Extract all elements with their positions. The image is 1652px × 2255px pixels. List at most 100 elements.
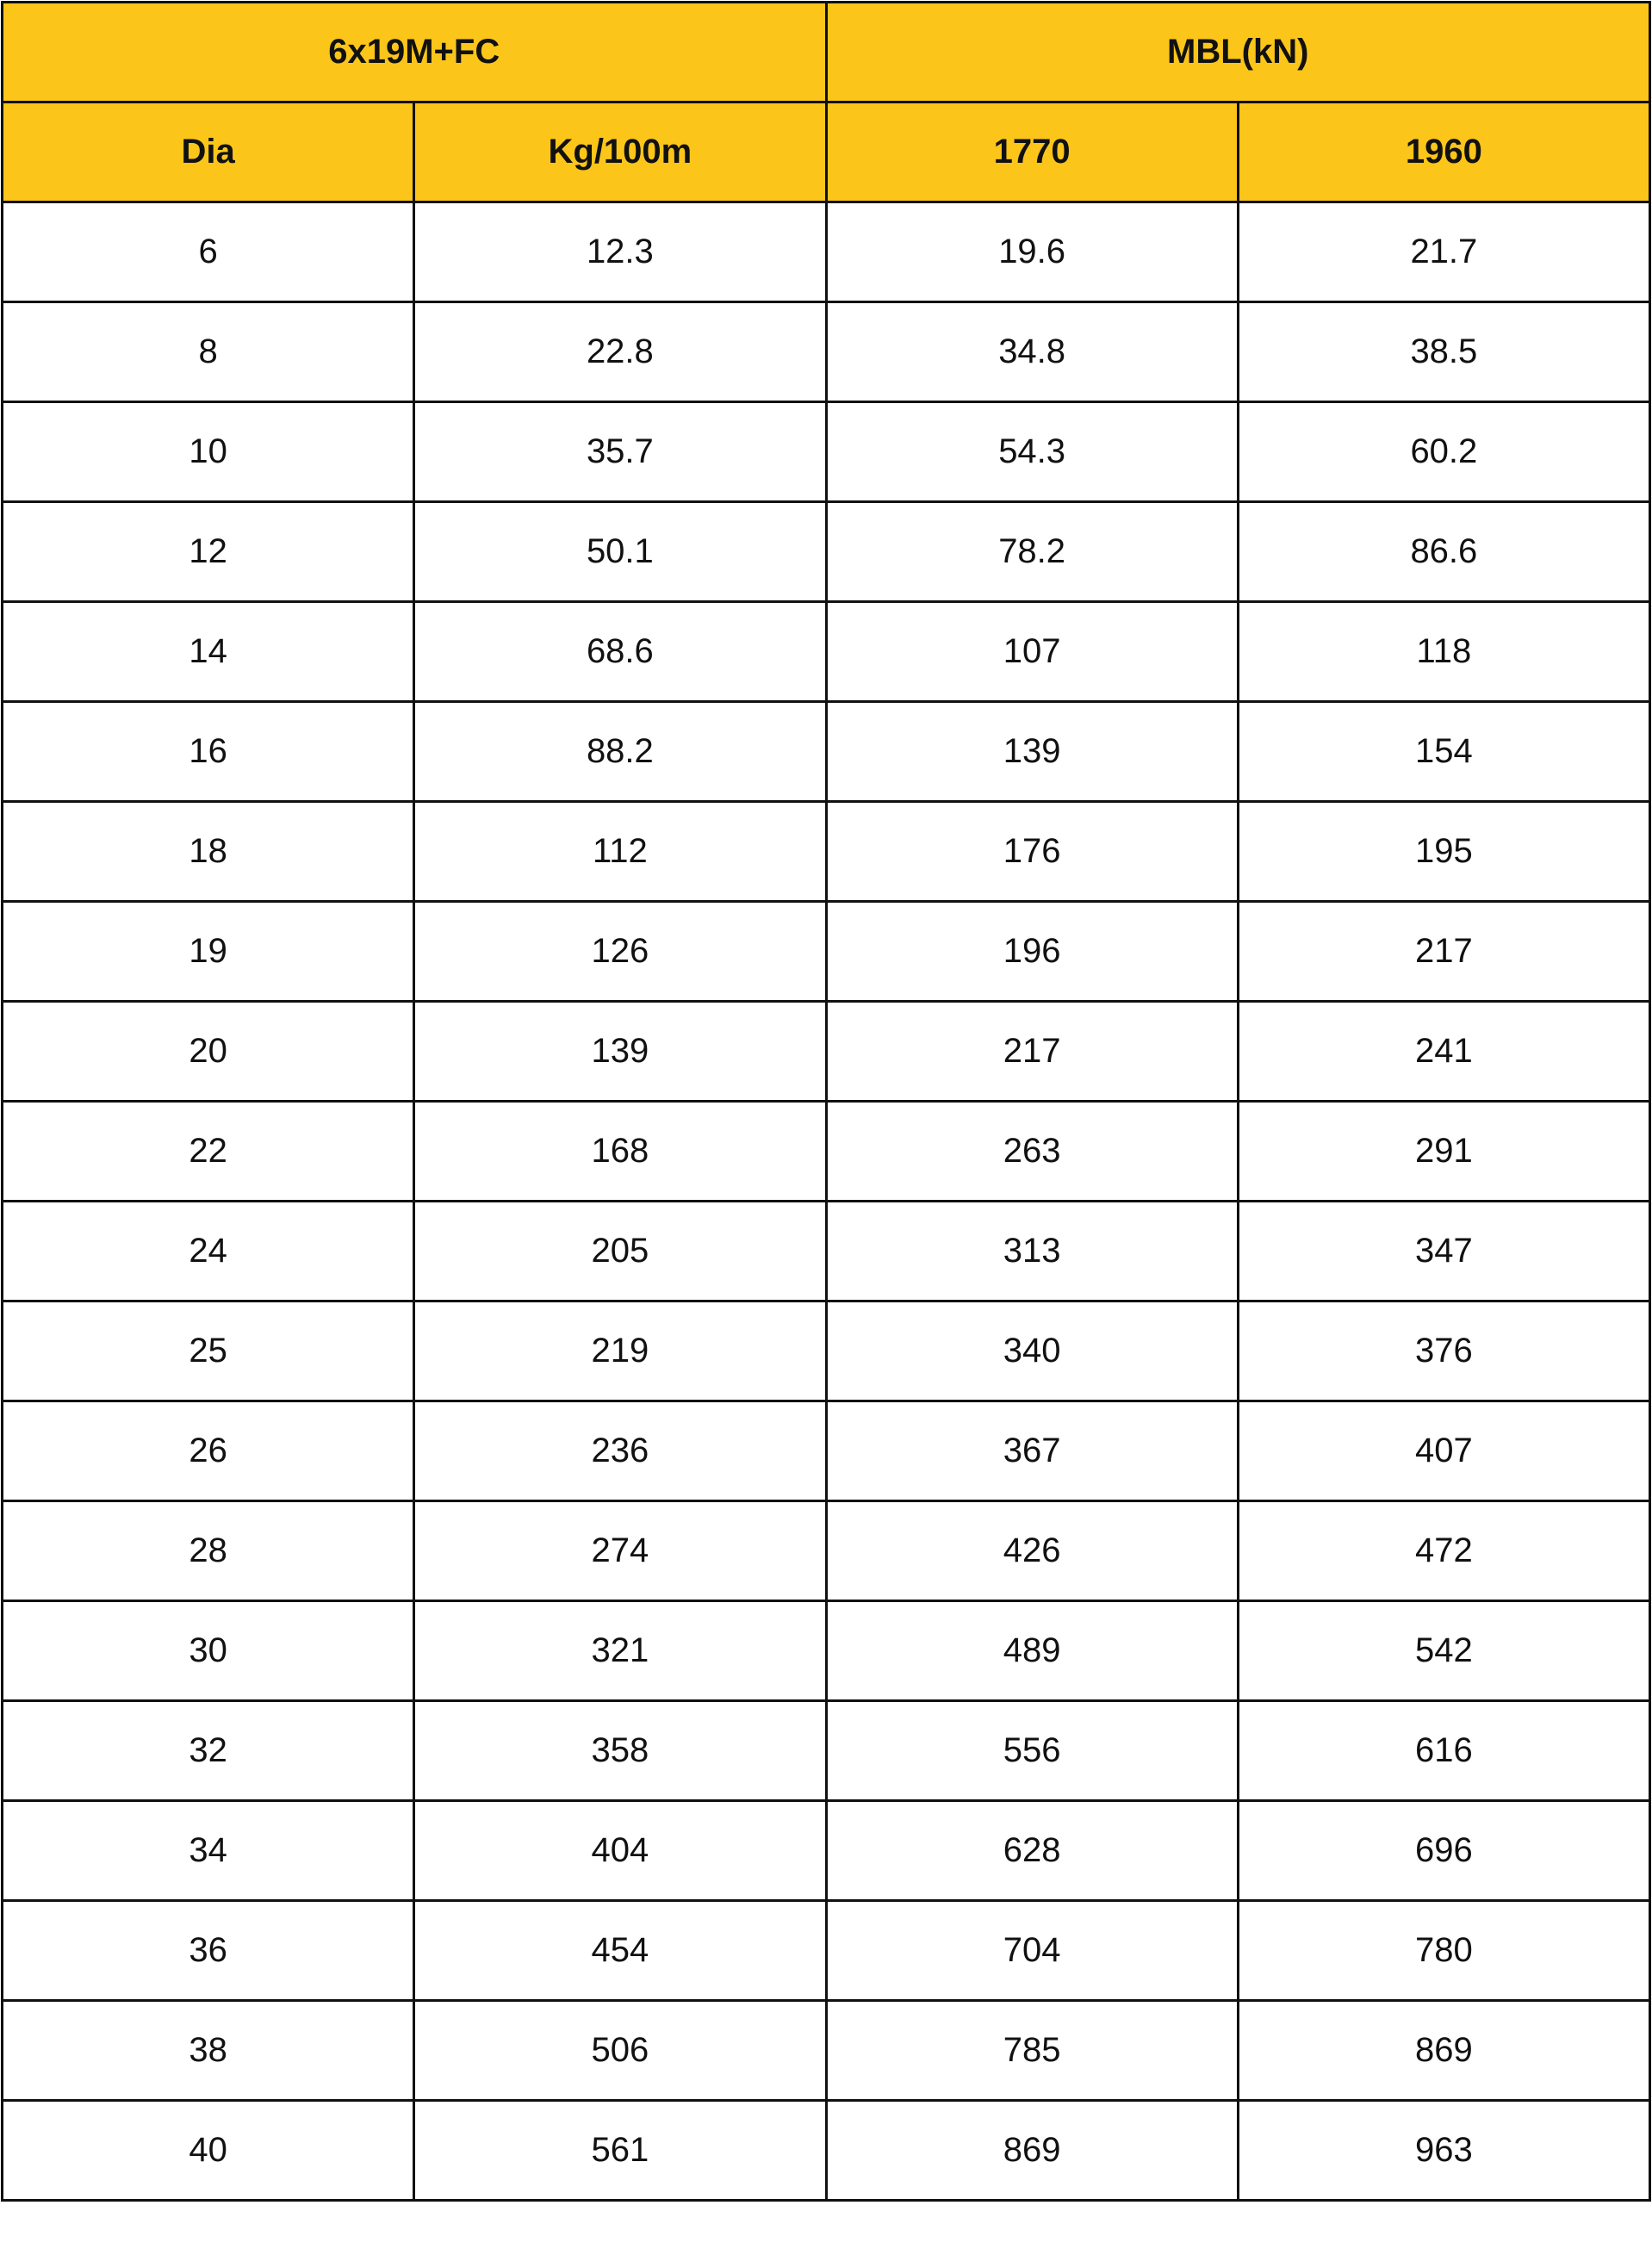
- table-row: 6 12.3 19.6 21.7: [0, 201, 1652, 303]
- cell-weight: 35.7: [413, 401, 828, 503]
- cell-dia: 22: [0, 1100, 416, 1202]
- cell-mbl-1770: 556: [824, 1699, 1239, 1802]
- cell-mbl-1960: 118: [1236, 600, 1652, 703]
- column-header-1770: 1770: [824, 101, 1239, 203]
- cell-weight: 88.2: [413, 700, 828, 803]
- header-rope-construction: 6x19M+FC: [1, 1, 828, 103]
- table-row: 12 50.1 78.2 86.6: [0, 500, 1652, 603]
- cell-mbl-1770: 19.6: [824, 201, 1239, 303]
- cell-weight: 404: [413, 1799, 828, 1902]
- cell-mbl-1960: 21.7: [1236, 201, 1652, 303]
- cell-weight: 358: [413, 1699, 828, 1802]
- cell-mbl-1770: 139: [824, 700, 1239, 803]
- cell-weight: 274: [413, 1500, 828, 1602]
- cell-mbl-1960: 217: [1236, 900, 1652, 1003]
- table-row: 18 112 176 195: [0, 800, 1652, 903]
- cell-mbl-1770: 426: [824, 1500, 1239, 1602]
- cell-mbl-1960: 154: [1236, 700, 1652, 803]
- table-row: 38 506 785 869: [0, 1999, 1652, 2102]
- cell-mbl-1770: 785: [824, 1999, 1239, 2102]
- cell-dia: 24: [0, 1200, 416, 1302]
- cell-mbl-1770: 34.8: [824, 301, 1239, 403]
- cell-dia: 18: [0, 800, 416, 903]
- cell-mbl-1960: 38.5: [1236, 301, 1652, 403]
- cell-mbl-1960: 291: [1236, 1100, 1652, 1202]
- cell-mbl-1960: 542: [1236, 1600, 1652, 1702]
- cell-mbl-1770: 340: [824, 1300, 1239, 1402]
- cell-dia: 16: [0, 700, 416, 803]
- column-header-dia: Dia: [0, 101, 416, 203]
- cell-weight: 68.6: [413, 600, 828, 703]
- cell-weight: 139: [413, 1000, 828, 1103]
- cell-mbl-1960: 869: [1236, 1999, 1652, 2102]
- cell-dia: 30: [0, 1600, 416, 1702]
- table-row: 8 22.8 34.8 38.5: [0, 301, 1652, 403]
- cell-mbl-1770: 313: [824, 1200, 1239, 1302]
- column-header-weight: Kg/100m: [413, 101, 828, 203]
- cell-mbl-1960: 195: [1236, 800, 1652, 903]
- cell-mbl-1960: 963: [1236, 2099, 1652, 2202]
- cell-weight: 236: [413, 1400, 828, 1502]
- cell-dia: 34: [0, 1799, 416, 1902]
- cell-weight: 321: [413, 1600, 828, 1702]
- cell-dia: 25: [0, 1300, 416, 1402]
- table-row: 10 35.7 54.3 60.2: [0, 401, 1652, 503]
- cell-mbl-1960: 241: [1236, 1000, 1652, 1103]
- cell-mbl-1770: 869: [824, 2099, 1239, 2202]
- header-column-row: Dia Kg/100m 1770 1960: [0, 101, 1652, 203]
- column-header-1960: 1960: [1236, 101, 1652, 203]
- table-row: 28 274 426 472: [0, 1500, 1652, 1602]
- cell-dia: 40: [0, 2099, 416, 2202]
- cell-mbl-1960: 472: [1236, 1500, 1652, 1602]
- cell-dia: 38: [0, 1999, 416, 2102]
- table-row: 36 454 704 780: [0, 1899, 1652, 2002]
- table-body: 6 12.3 19.6 21.7 8 22.8 34.8 38.5 10 35.7 54.3 60.2…: [0, 201, 1652, 2202]
- cell-mbl-1770: 704: [824, 1899, 1239, 2002]
- cell-weight: 205: [413, 1200, 828, 1302]
- cell-weight: 454: [413, 1899, 828, 2002]
- wire-rope-spec-table: 6x19M+FC MBL(kN) Dia Kg/100m 1770 1960 6…: [0, 1, 1652, 2202]
- cell-mbl-1960: 780: [1236, 1899, 1652, 2002]
- cell-dia: 10: [0, 401, 416, 503]
- cell-mbl-1770: 196: [824, 900, 1239, 1003]
- table-row: 16 88.2 139 154: [0, 700, 1652, 803]
- cell-dia: 26: [0, 1400, 416, 1502]
- table-row: 32 358 556 616: [0, 1699, 1652, 1802]
- cell-dia: 6: [0, 201, 416, 303]
- table-row: 24 205 313 347: [0, 1200, 1652, 1302]
- table-row: 25 219 340 376: [0, 1300, 1652, 1402]
- cell-mbl-1960: 347: [1236, 1200, 1652, 1302]
- cell-dia: 36: [0, 1899, 416, 2002]
- cell-mbl-1960: 696: [1236, 1799, 1652, 1902]
- cell-mbl-1770: 263: [824, 1100, 1239, 1202]
- table-row: 26 236 367 407: [0, 1400, 1652, 1502]
- cell-weight: 22.8: [413, 301, 828, 403]
- header-group-row: 6x19M+FC MBL(kN): [1, 1, 1651, 103]
- cell-weight: 126: [413, 900, 828, 1003]
- cell-mbl-1770: 54.3: [824, 401, 1239, 503]
- cell-dia: 20: [0, 1000, 416, 1103]
- cell-dia: 8: [0, 301, 416, 403]
- cell-mbl-1770: 78.2: [824, 500, 1239, 603]
- table-row: 30 321 489 542: [0, 1600, 1652, 1702]
- cell-mbl-1770: 628: [824, 1799, 1239, 1902]
- table-row: 14 68.6 107 118: [0, 600, 1652, 703]
- table-row: 22 168 263 291: [0, 1100, 1652, 1202]
- header-mbl: MBL(kN): [824, 1, 1651, 103]
- cell-mbl-1770: 176: [824, 800, 1239, 903]
- table-row: 34 404 628 696: [0, 1799, 1652, 1902]
- cell-weight: 219: [413, 1300, 828, 1402]
- cell-dia: 28: [0, 1500, 416, 1602]
- cell-mbl-1960: 407: [1236, 1400, 1652, 1502]
- cell-dia: 32: [0, 1699, 416, 1802]
- cell-weight: 50.1: [413, 500, 828, 603]
- table-row: 19 126 196 217: [0, 900, 1652, 1003]
- cell-dia: 19: [0, 900, 416, 1003]
- table-row: 40 561 869 963: [0, 2099, 1652, 2202]
- cell-mbl-1770: 367: [824, 1400, 1239, 1502]
- cell-mbl-1960: 376: [1236, 1300, 1652, 1402]
- cell-mbl-1770: 489: [824, 1600, 1239, 1702]
- cell-weight: 12.3: [413, 201, 828, 303]
- cell-dia: 14: [0, 600, 416, 703]
- cell-mbl-1770: 107: [824, 600, 1239, 703]
